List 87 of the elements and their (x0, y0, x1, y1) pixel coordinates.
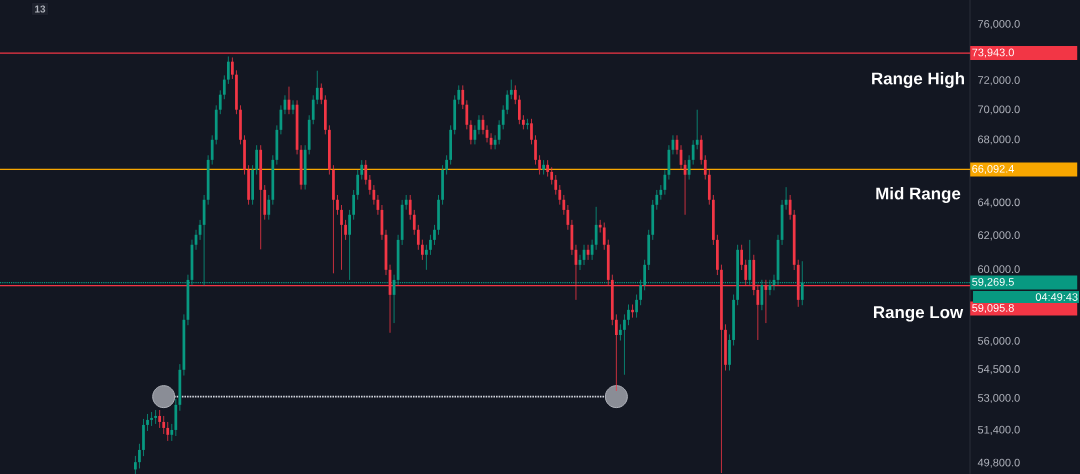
candlestick (416, 224, 420, 251)
candlestick (517, 94, 521, 125)
candlestick (360, 159, 364, 180)
candlestick (226, 56, 230, 85)
candlestick (433, 224, 436, 246)
candlestick (210, 134, 214, 165)
candlestick (614, 313, 618, 392)
candlestick (663, 169, 667, 196)
candlestick (501, 104, 505, 130)
candlestick (505, 89, 509, 115)
annotation: Mid Range (876, 187, 961, 203)
candlestick (469, 119, 473, 145)
candlestick (445, 154, 448, 175)
candlestick (255, 144, 259, 175)
y-tick-label: 56,000.0 (977, 336, 1020, 346)
y-tick-label: 54,500.0 (977, 365, 1020, 375)
candlestick (336, 194, 339, 216)
candlestick (154, 409, 157, 425)
ref-line-label: 59,095.8 (972, 304, 1014, 314)
candlestick (162, 415, 166, 435)
candlestick (348, 209, 351, 281)
candlestick (420, 239, 424, 261)
y-tick-label: 53,000.0 (977, 394, 1020, 404)
candlestick (166, 421, 170, 442)
y-tick-label: 64,000.0 (978, 198, 1020, 208)
candlestick (695, 109, 699, 150)
candlestick (267, 194, 271, 221)
ref-line-label: 66,092.4 (972, 164, 1015, 174)
candlestick (619, 323, 622, 341)
annotation: Range Low (873, 306, 964, 322)
candlestick (364, 159, 368, 185)
text: 04:49:43 (1035, 293, 1078, 301)
y-tick-label: 62,000.0 (978, 231, 1020, 241)
candlestick (150, 411, 153, 427)
ref-line-label: 73,943.0 (972, 48, 1014, 58)
candlestick (623, 313, 626, 376)
candlestick (594, 206, 598, 251)
candlestick (526, 118, 529, 130)
y-tick-label: 76,000.0 (978, 20, 1020, 30)
candlestick (635, 294, 638, 319)
candlestick (602, 222, 606, 251)
candlestick (231, 57, 234, 80)
y-tick-label: 51,400.0 (977, 425, 1020, 435)
candlestick (340, 204, 343, 271)
annotation: 13 (35, 5, 46, 13)
candlestick (562, 194, 566, 216)
candlestick (788, 194, 792, 221)
y-tick-label: 72,000.0 (978, 76, 1020, 86)
candlestick (138, 443, 141, 469)
candlestick (368, 174, 372, 196)
y-tick-label: 60,000.0 (978, 265, 1020, 275)
candlestick (222, 74, 226, 100)
candlestick (699, 134, 703, 165)
candlestick (218, 89, 222, 115)
candlestick (315, 70, 319, 105)
candlestick (627, 304, 630, 326)
candlestick (425, 244, 428, 271)
y-tick-label: 68,000.0 (978, 135, 1020, 145)
candlestick (344, 219, 347, 241)
annotation: Range High (872, 72, 964, 88)
candlestick (558, 184, 562, 206)
candlestick (461, 84, 465, 110)
candlestick (530, 118, 533, 145)
candlestick (311, 94, 315, 125)
y-tick-label: 49,800.0 (977, 458, 1020, 468)
candlestick (740, 244, 744, 271)
candlestick (566, 204, 570, 231)
candlestick (655, 189, 659, 211)
candlestick (372, 184, 376, 206)
candlestick (509, 79, 513, 100)
candlestick (497, 119, 501, 145)
ref-line-label: 59,269.5 (972, 278, 1014, 288)
candlestick (429, 234, 432, 256)
candlestick (319, 83, 323, 105)
candlestick (534, 134, 537, 165)
candlestick (513, 84, 517, 105)
candlestick (703, 154, 707, 180)
candlestick (691, 139, 695, 165)
candlestick (408, 194, 412, 221)
candlestick (412, 209, 416, 236)
candlestick (356, 169, 360, 201)
candlestick (538, 154, 541, 175)
candlestick (554, 174, 558, 196)
candlestick (457, 84, 461, 105)
candlestick (352, 189, 356, 221)
candlestick (465, 99, 469, 130)
y-tick-label: 70,000.0 (978, 105, 1020, 115)
